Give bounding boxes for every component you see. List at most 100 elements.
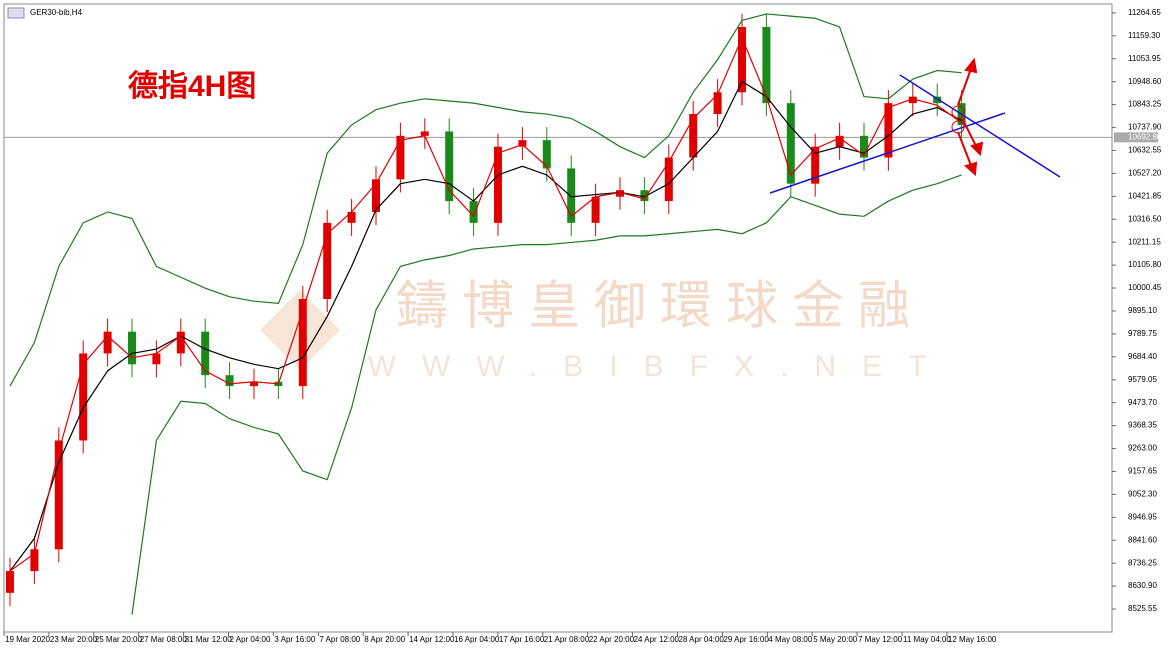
arrows xyxy=(957,57,984,177)
annotation: 德指4H图 xyxy=(128,70,256,103)
y-tick-label: 9473.70 xyxy=(1128,398,1157,407)
y-tick-label: 10105.80 xyxy=(1128,260,1162,269)
x-tick-label: 21 Apr 08:00 xyxy=(544,635,590,644)
y-tick-label: 9684.40 xyxy=(1128,352,1157,361)
y-tick-label: 10000.45 xyxy=(1128,283,1162,292)
trendline xyxy=(899,74,1061,178)
candle-body xyxy=(762,26,771,104)
y-tick-label: 11264.65 xyxy=(1128,8,1161,17)
candle-body xyxy=(835,135,844,147)
marker-circle xyxy=(951,105,965,119)
x-tick-label: 17 Apr 16:00 xyxy=(499,635,545,644)
x-tick-label: 8 Apr 20:00 xyxy=(364,635,405,644)
candle-body xyxy=(738,26,746,93)
x-tick-label: 23 Mar 20:00 xyxy=(50,635,98,644)
y-tick-label: 8841.60 xyxy=(1128,535,1157,544)
x-tick-label: 3 Apr 16:00 xyxy=(274,635,315,644)
candle-body xyxy=(30,549,39,572)
y-tick-label: 10527.20 xyxy=(1128,169,1162,178)
chart-title: GER30-bib,H4 xyxy=(30,8,83,17)
candle-body xyxy=(494,146,502,223)
candle-body xyxy=(396,135,405,180)
candle-body xyxy=(591,196,600,223)
candle-body xyxy=(518,140,527,147)
x-tick-label: 5 May 20:00 xyxy=(813,635,858,644)
candle-body xyxy=(713,92,722,115)
candle-body xyxy=(445,131,454,202)
current-price-box xyxy=(1114,132,1158,143)
candle-body xyxy=(298,299,307,387)
x-tick-label: 16 Apr 04:00 xyxy=(454,635,500,644)
y-tick-label: 9895.10 xyxy=(1128,306,1157,315)
x-tick-label: 19 Mar 2020 xyxy=(5,635,50,644)
candle-body xyxy=(664,157,673,202)
candle-body xyxy=(908,96,917,104)
x-tick-label: 31 Mar 12:00 xyxy=(185,635,233,644)
candle-body xyxy=(152,353,161,365)
x-tick-label: 27 Mar 08:00 xyxy=(140,635,188,644)
y-tick-label: 10211.15 xyxy=(1128,237,1161,246)
candle-body xyxy=(811,146,820,184)
x-tick-label: 29 Apr 16:00 xyxy=(723,635,769,644)
watermark: 鑄博皇御環球金融 xyxy=(396,277,924,337)
candle-body xyxy=(372,179,380,212)
candle-body xyxy=(567,168,576,223)
y-tick-label: 10632.55 xyxy=(1128,146,1162,155)
y-tick-label: 8946.95 xyxy=(1128,512,1157,521)
candle-body xyxy=(176,331,185,354)
x-tick-label: 11 May 04:00 xyxy=(903,635,951,644)
watermark-url: WWW.BIBFX.NET xyxy=(368,350,953,383)
y-tick-label: 8630.90 xyxy=(1128,581,1157,590)
y-tick-label: 9157.65 xyxy=(1128,467,1157,476)
candle-body xyxy=(616,190,624,197)
x-tick-label: 7 Apr 08:00 xyxy=(319,635,360,644)
x-tick-label: 24 Apr 12:00 xyxy=(634,635,680,644)
candle-body xyxy=(225,375,234,387)
candle-body xyxy=(79,353,88,441)
candle-body xyxy=(640,190,649,202)
candle-body xyxy=(201,331,210,376)
candle-body xyxy=(469,201,478,223)
candle-body xyxy=(103,331,112,354)
y-tick-label: 9052.30 xyxy=(1128,490,1157,499)
candle-body xyxy=(6,571,14,593)
candle-body xyxy=(250,381,258,387)
y-tick-label: 11053.95 xyxy=(1128,54,1161,63)
y-tick-label: 9789.75 xyxy=(1128,329,1157,338)
x-tick-label: 25 Mar 20:00 xyxy=(95,635,143,644)
indicator-line xyxy=(9,80,962,572)
x-tick-label: 12 May 16:00 xyxy=(948,635,997,644)
y-tick-label: 10316.50 xyxy=(1128,214,1162,223)
candle-body xyxy=(542,140,551,169)
y-tick-label: 10948.60 xyxy=(1128,77,1162,86)
indicator-line xyxy=(131,174,962,615)
plot-frame xyxy=(3,3,1113,633)
y-tick-label: 9579.05 xyxy=(1128,375,1157,384)
y-tick-label: 9263.00 xyxy=(1128,444,1157,453)
x-tick-label: 2 Apr 04:00 xyxy=(230,635,271,644)
x-tick-label: 7 May 12:00 xyxy=(858,635,903,644)
x-tick-label: 14 Apr 12:00 xyxy=(409,635,455,644)
candle-body xyxy=(860,135,868,158)
x-tick-label: 22 Apr 20:00 xyxy=(589,635,635,644)
y-tick-label: 8525.55 xyxy=(1128,604,1157,613)
x-tick-label: 28 Apr 04:00 xyxy=(679,635,725,644)
symbol-icon xyxy=(7,7,25,19)
candle-body xyxy=(347,211,356,223)
candle-body xyxy=(128,331,136,365)
candle-body xyxy=(323,222,332,300)
y-tick-label: 10421.85 xyxy=(1128,191,1162,200)
indicator-line xyxy=(9,36,962,572)
candle-body xyxy=(54,440,63,550)
y-tick-label: 11159.30 xyxy=(1128,31,1161,40)
candle-body xyxy=(786,103,795,184)
candle-body xyxy=(884,103,893,158)
y-tick-label: 10843.25 xyxy=(1128,100,1162,109)
y-tick-label: 9368.35 xyxy=(1128,421,1157,430)
indicator-line xyxy=(9,13,962,387)
current-price-label: 10692.80 xyxy=(1128,132,1162,141)
candle-body xyxy=(933,96,942,104)
y-tick-label: 8736.25 xyxy=(1128,558,1157,567)
